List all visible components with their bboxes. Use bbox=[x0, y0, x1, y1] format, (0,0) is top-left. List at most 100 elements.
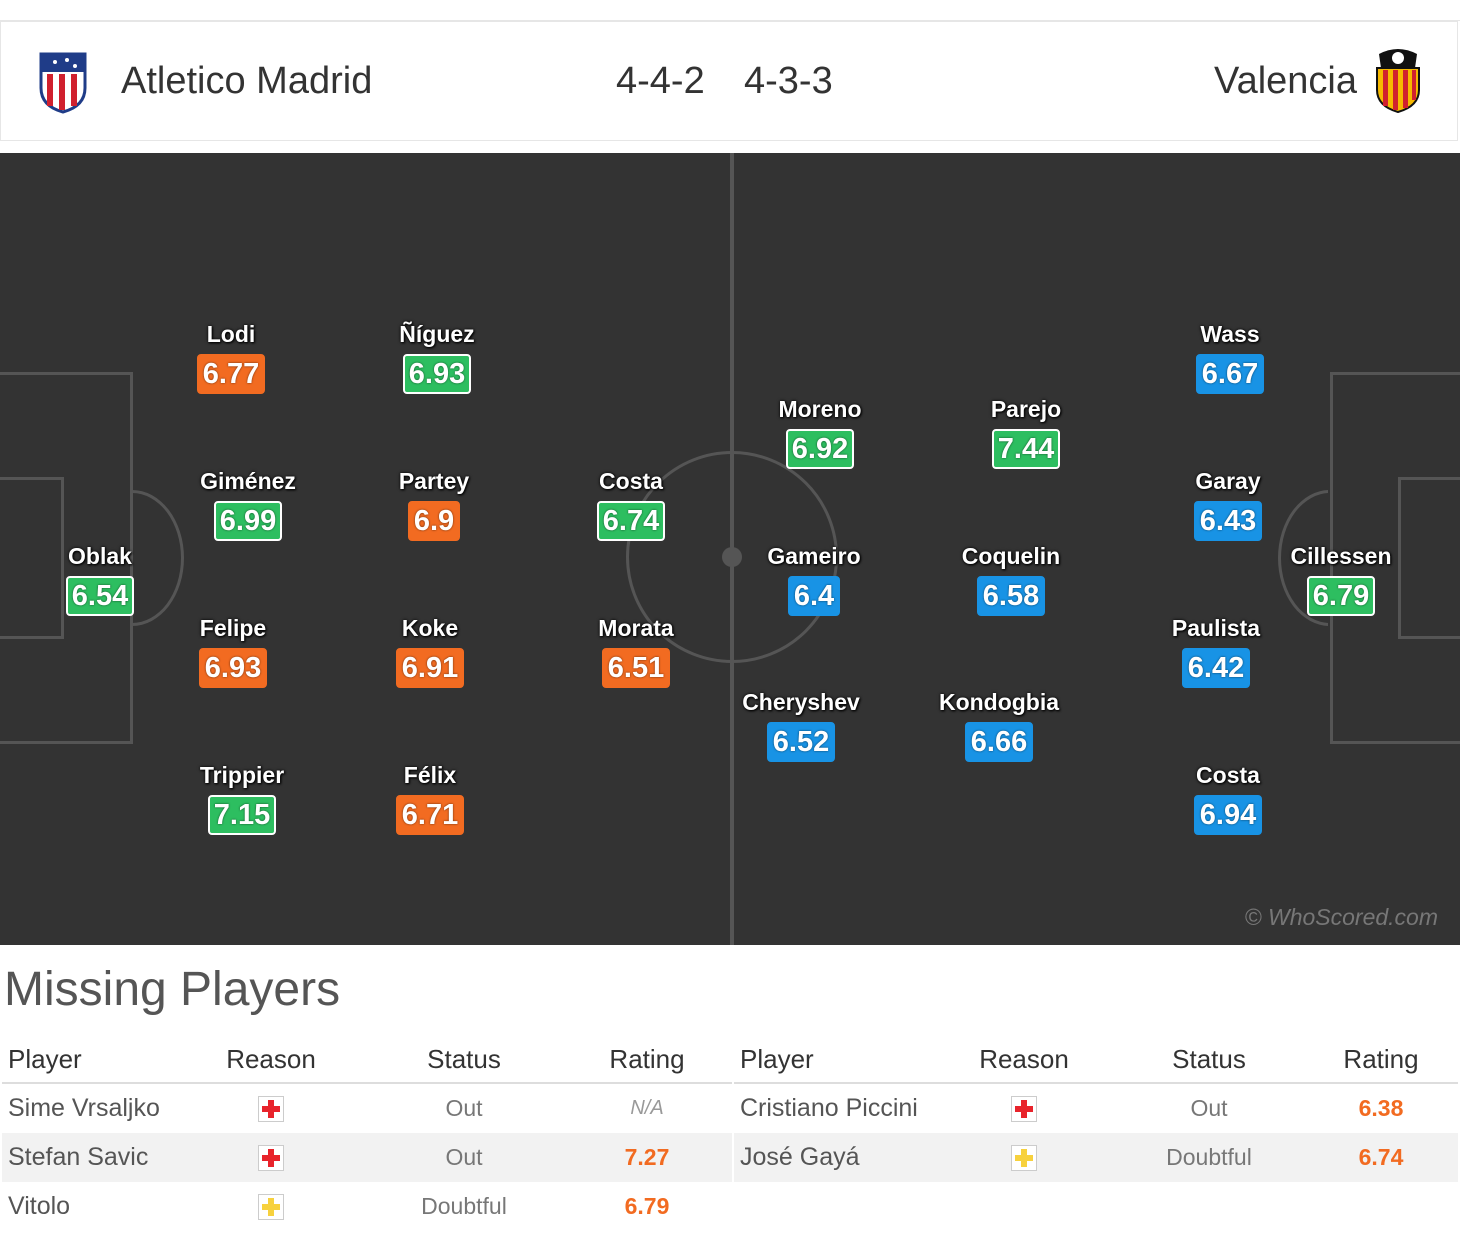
away-player[interactable]: Kondogbia 6.66 bbox=[899, 689, 1099, 762]
player-rating: 7.15 bbox=[207, 795, 277, 835]
player-name: Félix bbox=[403, 762, 457, 788]
player-name: Parejo bbox=[990, 396, 1062, 422]
player-name: Costa bbox=[599, 468, 663, 494]
home-player[interactable]: Trippier 7.15 bbox=[142, 762, 342, 835]
missing-rating: 6.74 bbox=[1304, 1133, 1458, 1182]
player-name: Kondogbia bbox=[938, 689, 1060, 715]
watermark: © WhoScored.com bbox=[1244, 904, 1438, 930]
table-row: Sime Vrsaljko Out N/A bbox=[2, 1083, 732, 1133]
away-goal-area bbox=[1398, 477, 1460, 639]
player-name: Costa bbox=[1196, 762, 1260, 788]
player-rating: 6.66 bbox=[964, 722, 1034, 762]
away-player[interactable]: Garay 6.43 bbox=[1128, 468, 1328, 541]
doubtful-icon bbox=[1011, 1145, 1037, 1172]
player-name: Moreno bbox=[778, 396, 862, 422]
away-formation: 4-3-3 bbox=[744, 60, 833, 102]
away-missing-table: Player Reason Status Rating Cristiano Pi… bbox=[734, 1036, 1458, 1182]
missing-status: Doubtful bbox=[1114, 1133, 1304, 1182]
home-player[interactable]: Felipe 6.93 bbox=[133, 615, 333, 688]
away-player[interactable]: Wass 6.67 bbox=[1130, 321, 1330, 394]
player-rating: 6.92 bbox=[785, 429, 855, 469]
home-missing-table: Player Reason Status Rating Sime Vrsaljk… bbox=[2, 1036, 732, 1231]
player-name: Cillessen bbox=[1290, 543, 1392, 569]
table-row: Cristiano Piccini Out 6.38 bbox=[734, 1083, 1458, 1133]
player-rating: 6.51 bbox=[601, 648, 671, 688]
column-header-status: Status bbox=[366, 1036, 562, 1084]
player-name: Lodi bbox=[206, 321, 256, 347]
table-row: Stefan Savic Out 7.27 bbox=[2, 1133, 732, 1182]
player-rating: 6.54 bbox=[65, 576, 135, 616]
player-name: Oblak bbox=[68, 543, 132, 569]
away-player[interactable]: Gameiro 6.4 bbox=[714, 543, 914, 616]
column-header-player: Player bbox=[734, 1036, 934, 1084]
injury-icon bbox=[258, 1145, 284, 1172]
away-player[interactable]: Costa 6.94 bbox=[1128, 762, 1328, 835]
home-player[interactable]: Lodi 6.77 bbox=[131, 321, 331, 394]
missing-status: Out bbox=[366, 1133, 562, 1182]
player-name: Trippier bbox=[199, 762, 285, 788]
player-rating: 6.9 bbox=[407, 501, 461, 541]
column-header-rating: Rating bbox=[1304, 1036, 1458, 1084]
home-player[interactable]: Félix 6.71 bbox=[330, 762, 530, 835]
away-player[interactable]: Paulista 6.42 bbox=[1116, 615, 1316, 688]
player-rating: 6.42 bbox=[1181, 648, 1251, 688]
player-rating: 6.91 bbox=[395, 648, 465, 688]
valencia-crest-icon bbox=[1376, 49, 1420, 114]
center-spot bbox=[722, 547, 742, 567]
away-player[interactable]: Cillessen 6.79 bbox=[1241, 543, 1441, 616]
player-rating: 6.52 bbox=[766, 722, 836, 762]
away-player[interactable]: Cheryshev 6.52 bbox=[701, 689, 901, 762]
home-player[interactable]: Giménez 6.99 bbox=[148, 468, 348, 541]
missing-rating: N/A bbox=[630, 1097, 664, 1119]
column-header-player: Player bbox=[2, 1036, 176, 1084]
player-name: Giménez bbox=[200, 468, 296, 494]
away-penalty-area bbox=[1330, 372, 1460, 744]
match-header: Atletico Madrid 4-4-2 4-3-3 Valencia bbox=[0, 21, 1458, 141]
player-name: Partey bbox=[398, 468, 470, 494]
player-rating: 6.99 bbox=[213, 501, 283, 541]
away-player[interactable]: Moreno 6.92 bbox=[720, 396, 920, 469]
home-goal-area bbox=[0, 477, 64, 639]
home-player[interactable]: Morata 6.51 bbox=[536, 615, 736, 688]
away-player[interactable]: Parejo 7.44 bbox=[926, 396, 1126, 469]
column-header-reason: Reason bbox=[176, 1036, 366, 1084]
player-rating: 6.79 bbox=[1306, 576, 1376, 616]
player-name: Gameiro bbox=[767, 543, 861, 569]
missing-status: Doubtful bbox=[421, 1193, 507, 1219]
home-player[interactable]: Ñíguez 6.93 bbox=[337, 321, 537, 394]
away-team-name[interactable]: Valencia bbox=[1214, 60, 1357, 102]
player-rating: 6.71 bbox=[395, 795, 465, 835]
column-header-reason: Reason bbox=[934, 1036, 1114, 1084]
column-header-rating: Rating bbox=[562, 1036, 732, 1084]
home-player[interactable]: Oblak 6.54 bbox=[0, 543, 200, 616]
home-player[interactable]: Partey 6.9 bbox=[334, 468, 534, 541]
player-rating: 6.4 bbox=[787, 576, 841, 616]
player-name: Garay bbox=[1195, 468, 1261, 494]
home-team-name[interactable]: Atletico Madrid bbox=[121, 60, 373, 102]
home-formation: 4-4-2 bbox=[616, 60, 705, 102]
player-name: Paulista bbox=[1171, 615, 1261, 641]
missing-status: Out bbox=[1190, 1095, 1228, 1121]
missing-player-name[interactable]: Stefan Savic bbox=[2, 1133, 176, 1182]
home-player[interactable]: Koke 6.91 bbox=[330, 615, 530, 688]
player-rating: 6.67 bbox=[1195, 354, 1265, 394]
missing-player-name[interactable]: Cristiano Piccini bbox=[740, 1094, 918, 1122]
player-rating: 6.58 bbox=[976, 576, 1046, 616]
table-row: José Gayá Doubtful 6.74 bbox=[734, 1133, 1458, 1182]
missing-player-name[interactable]: Sime Vrsaljko bbox=[8, 1094, 160, 1122]
missing-player-name[interactable]: José Gayá bbox=[734, 1133, 934, 1182]
player-rating: 6.43 bbox=[1193, 501, 1263, 541]
player-name: Koke bbox=[401, 615, 459, 641]
missing-status: Out bbox=[445, 1095, 483, 1121]
player-rating: 6.77 bbox=[196, 354, 266, 394]
missing-rating: 6.38 bbox=[1358, 1095, 1404, 1121]
injury-icon bbox=[1011, 1096, 1037, 1123]
center-circle bbox=[626, 451, 838, 663]
player-name: Wass bbox=[1200, 321, 1260, 347]
away-player[interactable]: Coquelin 6.58 bbox=[911, 543, 1111, 616]
table-row: Vitolo Doubtful 6.79 bbox=[2, 1182, 732, 1231]
missing-rating: 7.27 bbox=[562, 1133, 732, 1182]
home-player[interactable]: Costa 6.74 bbox=[531, 468, 731, 541]
player-name: Ñíguez bbox=[399, 321, 475, 347]
missing-player-name[interactable]: Vitolo bbox=[8, 1192, 71, 1220]
